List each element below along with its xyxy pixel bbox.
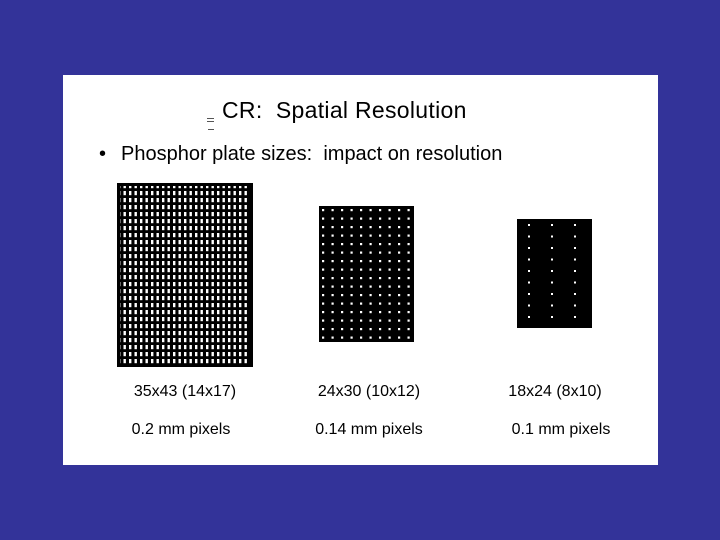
plate-size-label-small: 18x24 (8x10) — [508, 383, 602, 400]
pixel-size-label-small: 0.1 mm pixels — [511, 421, 611, 438]
bullet-dot-icon: • — [99, 143, 107, 165]
plate-size-label-medium: 24x30 (10x12) — [317, 383, 421, 400]
pixel-size-label-large: 0.2 mm pixels — [131, 421, 231, 438]
plate-grid-large — [120, 186, 250, 364]
plate-size-label-large: 35x43 (14x17) — [133, 383, 237, 400]
slide-panel: CR: Spatial Resolution • Phosphor plate s… — [63, 75, 658, 465]
title-logo-mark — [207, 118, 214, 130]
bullet-text: Phosphor plate sizes: impact on resoluti… — [121, 143, 503, 165]
plate-image-small — [517, 219, 592, 328]
pixel-size-label-medium: 0.14 mm pixels — [315, 421, 423, 438]
bullet-item: • Phosphor plate sizes: impact on resolut… — [99, 143, 502, 166]
plate-image-medium — [319, 206, 414, 342]
plate-image-large — [117, 183, 253, 367]
slide-title: CR: Spatial Resolution — [222, 97, 467, 123]
plate-grid-small — [519, 221, 590, 326]
plate-grid-medium — [321, 208, 412, 340]
